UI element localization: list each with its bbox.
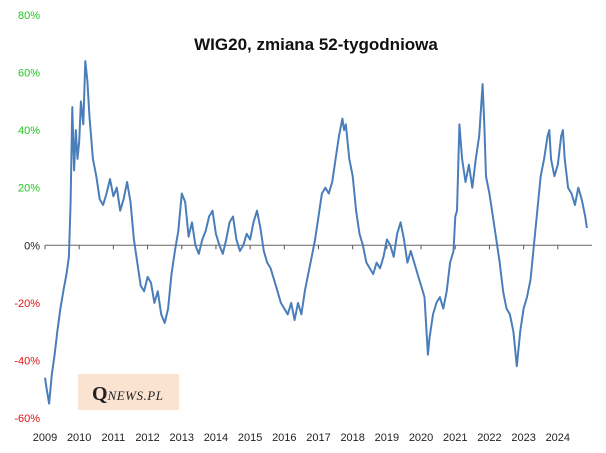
x-tick-label: 2019 [375,432,399,444]
chart-title: WIG20, zmiana 52-tygodniowa [194,35,438,54]
y-tick-label: 80% [18,10,40,22]
x-axis-ticks: 2009 2010 2011 2012 2013 2014 2015 2016 2017 2018… [33,245,570,444]
x-tick-label: 2010 [67,432,91,444]
y-axis-ticks: 80% 60% 40% 20% 0% -20% -40% -60% [14,10,40,425]
x-tick-label: 2018 [340,432,364,444]
x-tick-label: 2017 [306,432,330,444]
y-tick-label: 20% [18,183,40,195]
y-tick-label: -20% [14,298,40,310]
y-tick-label: 0% [24,240,40,252]
x-tick-label: 2014 [204,432,228,444]
x-tick-label: 2016 [272,432,296,444]
qnews-logo: QNEWS.PL [78,374,179,410]
x-tick-label: 2012 [135,432,159,444]
y-tick-label: -60% [14,413,40,425]
x-tick-label: 2013 [170,432,194,444]
x-tick-label: 2021 [443,432,467,444]
x-tick-label: 2015 [238,432,262,444]
x-tick-label: 2009 [33,432,57,444]
x-tick-label: 2024 [546,432,570,444]
y-tick-label: 40% [18,125,40,137]
x-tick-label: 2011 [102,432,126,444]
series-line-wig20 [44,60,588,405]
logo-letter: Q [92,383,108,405]
y-tick-label: 60% [18,68,40,80]
y-tick-label: -40% [14,355,40,367]
x-tick-label: 2020 [409,432,433,444]
x-tick-label: 2023 [511,432,535,444]
logo-wordmark: NEWS.PL [107,388,164,403]
x-tick-label: 2022 [477,432,501,444]
